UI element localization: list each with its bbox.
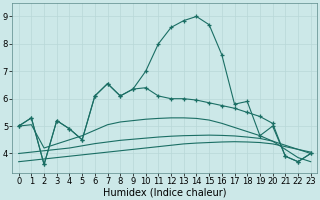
- X-axis label: Humidex (Indice chaleur): Humidex (Indice chaleur): [103, 187, 227, 197]
